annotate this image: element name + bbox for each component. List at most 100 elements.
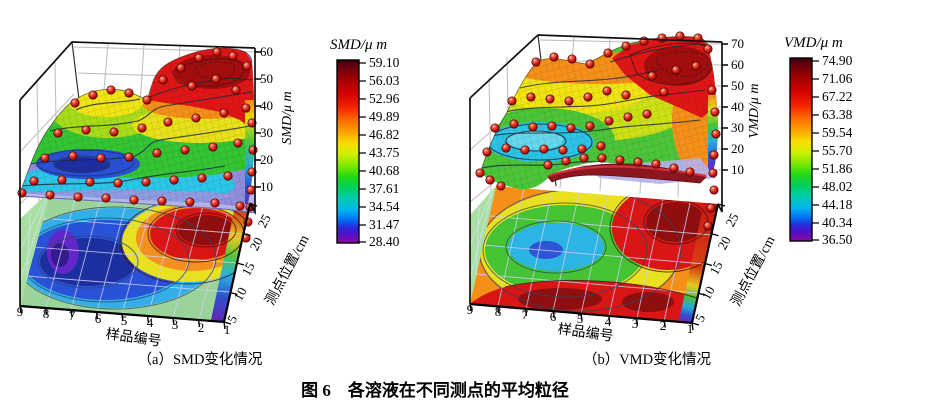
data-point-sphere (40, 153, 50, 163)
data-point-sphere (615, 155, 625, 165)
data-point-sphere (242, 61, 252, 71)
x-tick: 6 (95, 311, 102, 326)
data-point-sphere (526, 92, 536, 102)
data-point-sphere (223, 171, 233, 181)
panel-b-surface-fold (547, 163, 707, 184)
data-point-sphere (57, 175, 67, 185)
colorbar-tick: 59.10 (369, 55, 400, 70)
colorbar-tick: 40.68 (369, 163, 400, 178)
data-point-sphere (231, 85, 241, 95)
data-point-sphere (212, 47, 222, 57)
colorbar-tick: 34.54 (369, 199, 400, 214)
data-point-sphere (621, 41, 631, 51)
data-point-sphere (558, 145, 568, 155)
data-point-sphere (659, 87, 669, 97)
data-point-sphere (707, 85, 717, 95)
y-tick: 15 (706, 259, 725, 278)
z-tick: 30 (260, 125, 273, 140)
x-tick: 6 (550, 309, 557, 324)
colorbar-tick: 46.82 (369, 127, 399, 142)
data-point-sphere (85, 177, 95, 187)
panel-b-floor-contour (470, 186, 718, 323)
data-point-sphere (693, 33, 703, 43)
data-point-sphere (29, 176, 39, 186)
data-point-sphere (101, 193, 111, 203)
data-point-sphere (691, 61, 701, 71)
data-point-sphere (543, 160, 553, 170)
data-point-sphere (191, 113, 201, 123)
x-tick: 1 (687, 321, 694, 336)
z-tick: 10 (260, 179, 273, 194)
data-point-sphere (53, 128, 63, 138)
panel-b-colorbar: VMD/μ m 74.90 71.06 67.22 63.38 59.54 55… (784, 35, 853, 247)
panel-a-box-edges (19, 41, 261, 330)
data-point-sphere (129, 195, 139, 205)
data-point-sphere (475, 168, 485, 178)
data-point-sphere (539, 144, 549, 154)
data-point-sphere (585, 121, 595, 131)
colorbar-tick: 40.34 (822, 215, 853, 230)
data-point-sphere (490, 123, 500, 133)
panel-b: 9 8 7 6 5 4 3 2 1 样品编号 5 10 15 20 25 测点位… (467, 31, 853, 368)
data-point-sphere (246, 185, 256, 195)
data-point-sphere (710, 107, 720, 117)
colorbar-tick: 52.96 (369, 91, 400, 106)
x-tick: 8 (495, 304, 502, 319)
data-point-sphere (501, 143, 511, 153)
z-axis-label: VMD/μ m (747, 84, 762, 139)
data-point-sphere (169, 175, 179, 185)
data-point-sphere (633, 157, 643, 167)
colorbar-tick: 44.18 (822, 197, 853, 212)
z-tick: 20 (731, 141, 744, 156)
data-point-sphere (647, 71, 657, 81)
colorbar-tick: 31.47 (369, 217, 400, 232)
data-point-sphere (549, 52, 559, 62)
colorbar-tick: 49.89 (369, 109, 400, 124)
data-point-sphere (157, 196, 167, 206)
x-tick: 2 (198, 320, 205, 335)
data-point-sphere (547, 121, 557, 131)
z-tick: 10 (731, 162, 744, 177)
y-tick: 10 (698, 284, 717, 303)
data-point-sphere (124, 88, 134, 98)
data-point-sphere (96, 153, 106, 163)
data-point-sphere (623, 112, 633, 122)
data-point-sphere (709, 150, 719, 160)
colorbar-gradient (336, 59, 360, 244)
data-point-sphere (137, 123, 147, 133)
data-point-sphere (703, 44, 713, 54)
data-point-sphere (669, 163, 679, 173)
z-tick: 70 (731, 36, 744, 51)
data-point-sphere (141, 177, 151, 187)
data-point-sphere (579, 153, 589, 163)
data-point-sphere (197, 173, 207, 183)
panel-a-caption: （a）SMD变化情况 (138, 351, 263, 368)
colorbar-tick: 74.90 (822, 53, 853, 68)
data-point-sphere (235, 201, 245, 211)
data-point-sphere (88, 90, 98, 100)
y-tick: 20 (714, 234, 733, 253)
y-axis-label: 测点位置/cm (728, 233, 778, 309)
x-tick: 3 (632, 316, 639, 331)
data-point-sphere (602, 86, 612, 96)
panel-a-floor-contour (20, 190, 250, 322)
data-point-sphere (68, 151, 78, 161)
data-point-sphere (528, 122, 538, 132)
data-point-sphere (671, 65, 681, 75)
z-axis-label: SMD/μ m (280, 91, 295, 144)
panel-a-surface-silhouette (19, 47, 253, 194)
data-point-sphere (651, 159, 661, 169)
data-point-sphere (81, 125, 91, 135)
data-point-sphere (194, 53, 204, 63)
panel-a: 9 8 7 6 5 4 3 2 1 样品编号 5 10 15 20 25 测点位… (17, 37, 400, 368)
data-point-sphere (482, 147, 492, 157)
z-tick: 60 (731, 57, 744, 72)
y-tick: 20 (246, 235, 265, 254)
data-point-sphere (621, 90, 631, 100)
x-tick: 9 (467, 302, 474, 317)
data-point-sphere (208, 142, 218, 152)
data-point-sphere (45, 190, 55, 200)
data-point-sphere (219, 108, 229, 118)
